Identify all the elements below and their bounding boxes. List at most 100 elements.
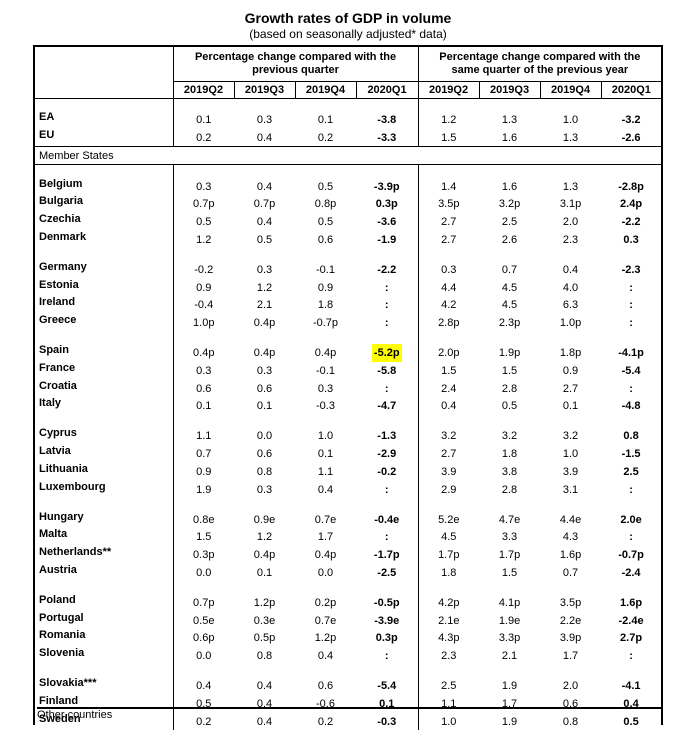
value-cell: -0.2 — [172, 261, 234, 279]
value-cell: 2.5 — [417, 677, 480, 696]
value-cell: 4.2 — [417, 296, 480, 315]
value-cell: : — [384, 531, 389, 544]
value-cell: 0.1 — [317, 113, 334, 126]
value-cell: 3.9 — [417, 463, 480, 481]
value-cell: 2.7 — [417, 445, 480, 463]
spacer-row — [35, 581, 661, 595]
table-row: Poland 0.7p 1.2p 0.2p -0.5p 4.2p 4.1p 3.5p 1.6p — [35, 594, 661, 612]
value-cell: 0.4p — [253, 317, 276, 330]
header-qoq: Percentage change compared with the prev… — [172, 47, 419, 81]
value-cell: 2.5 — [501, 216, 518, 229]
country-label: Netherlands** — [39, 546, 112, 559]
value-cell: 2.1 — [501, 650, 518, 663]
country-label: Latvia — [39, 445, 71, 458]
country-label: France — [39, 361, 76, 374]
value-cell: 4.3 — [562, 531, 579, 544]
value-cell: 0.1 — [317, 448, 334, 461]
value-cell: 3.9p — [559, 632, 582, 645]
value-cell: 0.4 — [256, 131, 273, 144]
value-cell: 3.1p — [559, 198, 582, 211]
quarter-header: 2019Q4 — [539, 80, 602, 99]
value-cell: 1.6p — [559, 549, 582, 562]
value-cell: 0.3e — [253, 614, 276, 627]
value-cell: 1.6 — [501, 180, 518, 193]
value-cell: 1.5 — [501, 566, 518, 579]
value-cell: 0.6 — [172, 379, 234, 398]
country-label: Cyprus — [39, 427, 77, 440]
value-cell: : — [384, 299, 389, 312]
value-cell: 2.3 — [562, 233, 579, 246]
country-label: Denmark — [39, 230, 87, 243]
header-yoy: Percentage change compared with the same… — [417, 47, 662, 81]
value-cell: 1.0 — [562, 448, 579, 461]
value-cell: 1.3 — [562, 180, 579, 193]
value-cell: 1.5 — [501, 364, 518, 377]
value-cell: 0.4 — [562, 263, 579, 276]
value-cell: 0.3 — [172, 177, 234, 196]
spacer-row — [35, 248, 661, 262]
value-cell: 0.6 — [256, 448, 273, 461]
value-cell: 2.7 — [417, 213, 480, 231]
value-cell: -0.1 — [316, 364, 335, 377]
value-cell: 2.7 — [562, 382, 579, 395]
quarter-header: 2019Q2 — [417, 80, 480, 99]
value-cell: -1.3 — [377, 430, 397, 443]
country-label: Czechia — [39, 213, 81, 226]
value-cell: 0.3 — [256, 263, 273, 276]
value-cell: 0.7 — [562, 566, 579, 579]
table-row: Spain 0.4p 0.4p 0.4p -5.2p 2.0p 1.9p 1.8p -4.1p — [35, 344, 661, 363]
quarter-header: 2020Q1 — [600, 80, 662, 99]
value-cell: 2.2e — [559, 614, 582, 627]
table-row: Cyprus 1.1 0.0 1.0 -1.3 3.2 3.2 3.2 0.8 — [35, 427, 661, 446]
value-cell: 1.3 — [562, 131, 579, 144]
value-cell: 2.4 — [417, 379, 480, 398]
value-cell: : — [384, 317, 389, 330]
value-cell: 0.3 — [417, 261, 480, 279]
value-cell: -4.8 — [621, 400, 641, 413]
value-cell: 4.5 — [501, 281, 518, 294]
table-row: Portugal 0.5e 0.3e 0.7e -3.9e 2.1e 1.9e 2.2e -2.… — [35, 612, 661, 630]
quarter-header: 2020Q1 — [355, 80, 419, 99]
value-cell: 2.8p — [417, 314, 480, 332]
value-cell: 0.5 — [317, 180, 334, 193]
country-label: Lithuania — [39, 462, 88, 475]
other-countries-label: Other countries — [37, 707, 663, 721]
value-cell: 1.0 — [317, 430, 334, 443]
value-cell: : — [384, 483, 389, 496]
value-cell: 0.7 — [501, 263, 518, 276]
country-label: Belgium — [39, 177, 83, 190]
value-cell: 2.0 — [562, 216, 579, 229]
value-cell: 0.9 — [172, 278, 234, 297]
value-cell: -5.2p — [356, 344, 418, 363]
value-cell: -5.4 — [621, 364, 641, 377]
value-cell: 2.5 — [623, 465, 639, 478]
value-cell: 0.0 — [256, 430, 273, 443]
value-cell: 0.3 — [256, 113, 273, 126]
value-cell: 4.3p — [417, 629, 480, 648]
value-cell: 0.2p — [314, 596, 337, 609]
table-row: Denmark 1.2 0.5 0.6 -1.9 2.7 2.6 2.3 0.3 — [35, 231, 661, 249]
value-cell: 0.6p — [172, 629, 234, 648]
value-cell: 1.2 — [172, 230, 234, 249]
value-cell: 0.3 — [623, 233, 639, 246]
value-cell: 1.0 — [562, 113, 579, 126]
value-cell: -0.2 — [377, 465, 397, 478]
value-cell: 5.2e — [417, 510, 480, 529]
country-label: Austria — [39, 563, 77, 576]
value-cell: 1.8 — [317, 299, 334, 312]
value-cell: -0.7p — [618, 549, 644, 562]
value-cell: -4.1p — [618, 347, 644, 360]
value-cell: -2.5 — [377, 566, 397, 579]
spacer-row — [35, 331, 661, 345]
value-cell: 0.8 — [623, 430, 639, 443]
country-label: Spain — [39, 344, 69, 357]
value-cell: 2.8 — [501, 483, 518, 496]
value-cell: 0.7p — [172, 195, 234, 214]
value-cell: -0.3 — [316, 400, 335, 413]
value-cell: 0.1 — [172, 397, 234, 416]
table-row: Romania 0.6p 0.5p 1.2p 0.3p 4.3p 3.3p 3.9p 2.7p — [35, 629, 661, 648]
value-cell: 1.1 — [172, 427, 234, 446]
country-label: Slovenia — [39, 647, 85, 660]
value-cell: 2.6 — [501, 233, 518, 246]
value-cell: : — [384, 281, 389, 294]
